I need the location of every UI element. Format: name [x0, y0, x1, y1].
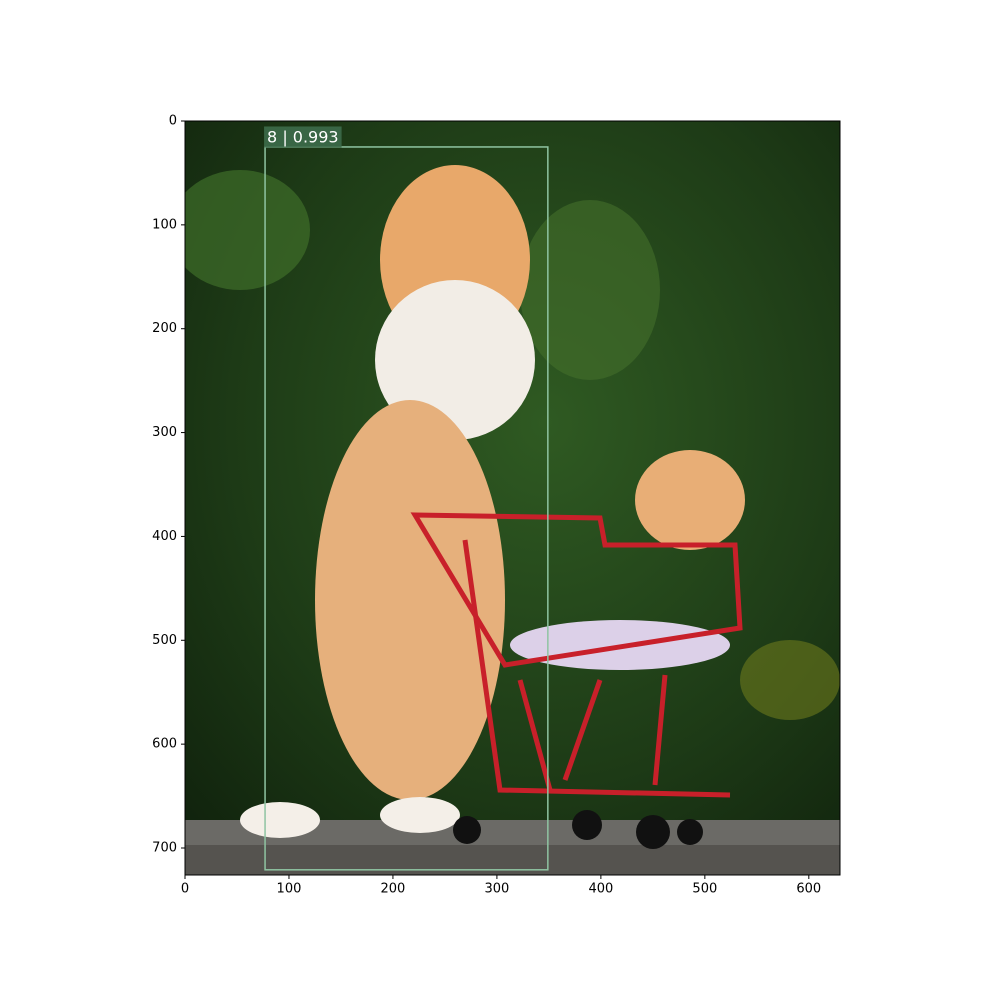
- y-tick-label: 500: [152, 633, 177, 648]
- bounding-box: [264, 146, 549, 871]
- y-tick-label: 100: [152, 217, 177, 232]
- y-tick-label: 0: [169, 114, 177, 129]
- box-label-bg: [264, 126, 342, 148]
- y-tick-label: 200: [152, 321, 177, 336]
- x-tick-label: 0: [181, 882, 189, 897]
- y-tick-label: 700: [152, 840, 177, 855]
- plot-frame: [184, 120, 841, 876]
- x-tick-label: 100: [277, 882, 302, 897]
- x-tick-label: 500: [692, 882, 717, 897]
- y-tick-label: 300: [152, 425, 177, 440]
- x-tick-label: 300: [484, 882, 509, 897]
- photo: [185, 121, 840, 875]
- y-tick-label: 400: [152, 529, 177, 544]
- x-tick-label: 600: [796, 882, 821, 897]
- x-tick-label: 400: [588, 882, 613, 897]
- box-label: 8 | 0.993: [267, 127, 339, 146]
- x-tick-label: 200: [381, 882, 406, 897]
- y-tick-label: 600: [152, 737, 177, 752]
